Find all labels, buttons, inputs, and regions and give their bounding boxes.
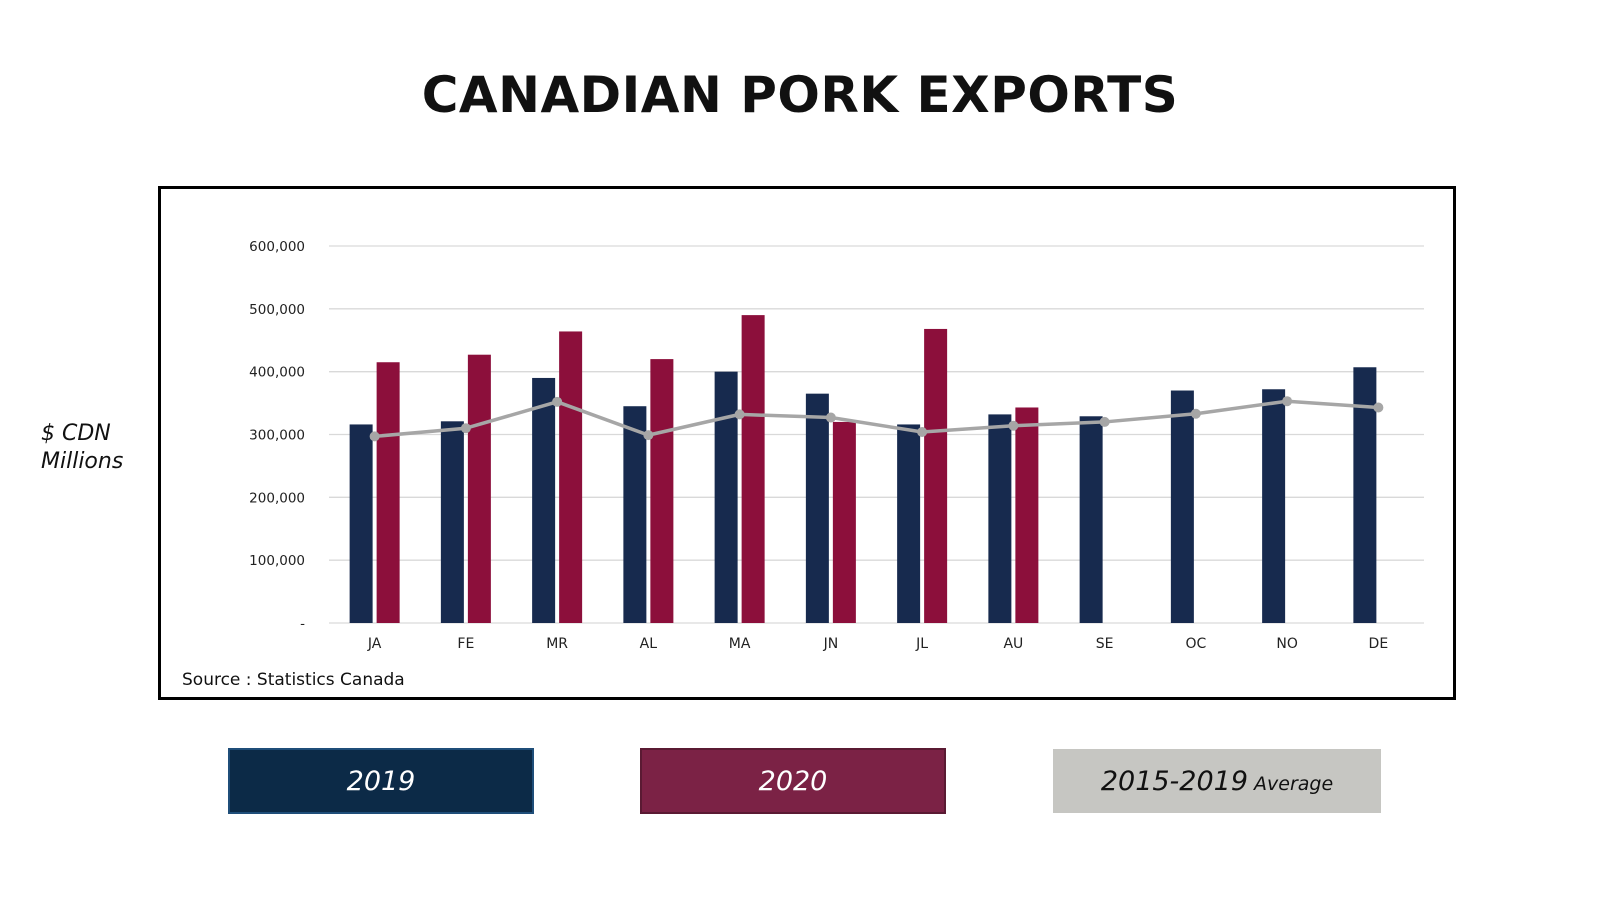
average-point [369,431,380,442]
average-point [1099,416,1110,427]
x-tick-label: NO [1276,636,1298,652]
legend-item-average: 2015-2019 Average [1053,749,1381,813]
bar-2019 [897,424,921,623]
y-tick-label: 400,000 [249,365,305,381]
chart-title: CANADIAN PORK EXPORTS [421,66,1179,124]
bar-2019 [1170,390,1194,623]
bar-2019 [1079,416,1103,623]
y-tick-label: - [300,616,305,632]
average-line [374,399,1379,439]
y-tick-label: 200,000 [249,490,305,506]
legend-label-2020: 2020 [758,765,828,797]
average-point [917,426,928,437]
bar-2020 [741,315,765,623]
bar-2019 [623,406,647,623]
bar-2019 [805,393,829,623]
x-tick-label: JA [367,636,382,652]
x-tick-label: OC [1185,636,1206,652]
bar-2019 [349,424,373,623]
x-tick-label: FE [457,636,474,652]
bar-2019 [440,421,464,623]
average-point [1282,396,1293,407]
y-tick-label: 100,000 [249,553,305,569]
bar-2019 [532,377,556,623]
bar-2020 [1015,407,1039,623]
bar-2020 [467,354,491,623]
legend-label-average: 2015-2019 [1100,765,1249,797]
average-point [1190,408,1201,419]
y-axis-label: $ CDN Millions [41,420,123,476]
legend-label-average-sub: Average [1254,773,1334,795]
average-point [552,396,563,407]
bar-2019 [988,414,1012,623]
x-tick-label: MR [546,636,568,652]
bar-2019 [1262,389,1286,623]
bar-2020 [376,362,400,623]
average-point [643,430,654,441]
x-tick-label: AU [1003,636,1023,652]
x-tick-label: AL [640,636,658,652]
x-tick-label: JN [823,636,839,652]
x-tick-label: JL [915,636,928,652]
average-point [460,423,471,434]
y-tick-label: 500,000 [249,302,305,318]
average-point [1373,402,1384,413]
average-point [734,409,745,420]
legend-label-2019: 2019 [346,765,416,797]
bar-2020 [924,328,948,623]
bar-2020 [559,331,583,623]
y-tick-label: 300,000 [249,428,305,444]
chart-frame [158,186,1456,700]
x-tick-label: DE [1369,636,1389,652]
x-tick-label: MA [729,636,751,652]
average-point [1008,420,1019,431]
bar-2020 [832,421,856,623]
bar-2020 [650,359,674,623]
bar-2019 [1353,367,1377,623]
average-point [825,412,836,423]
legend-item-2020: 2020 [640,748,946,814]
x-tick-label: SE [1096,636,1114,652]
bar-2019 [714,371,738,623]
legend-item-2019: 2019 [228,748,534,814]
y-axis-label-line2: Millions [41,449,124,474]
source-note: Source : Statistics Canada [182,670,405,690]
y-tick-label: 600,000 [249,239,305,255]
y-axis-label-line1: $ CDN [41,421,111,446]
